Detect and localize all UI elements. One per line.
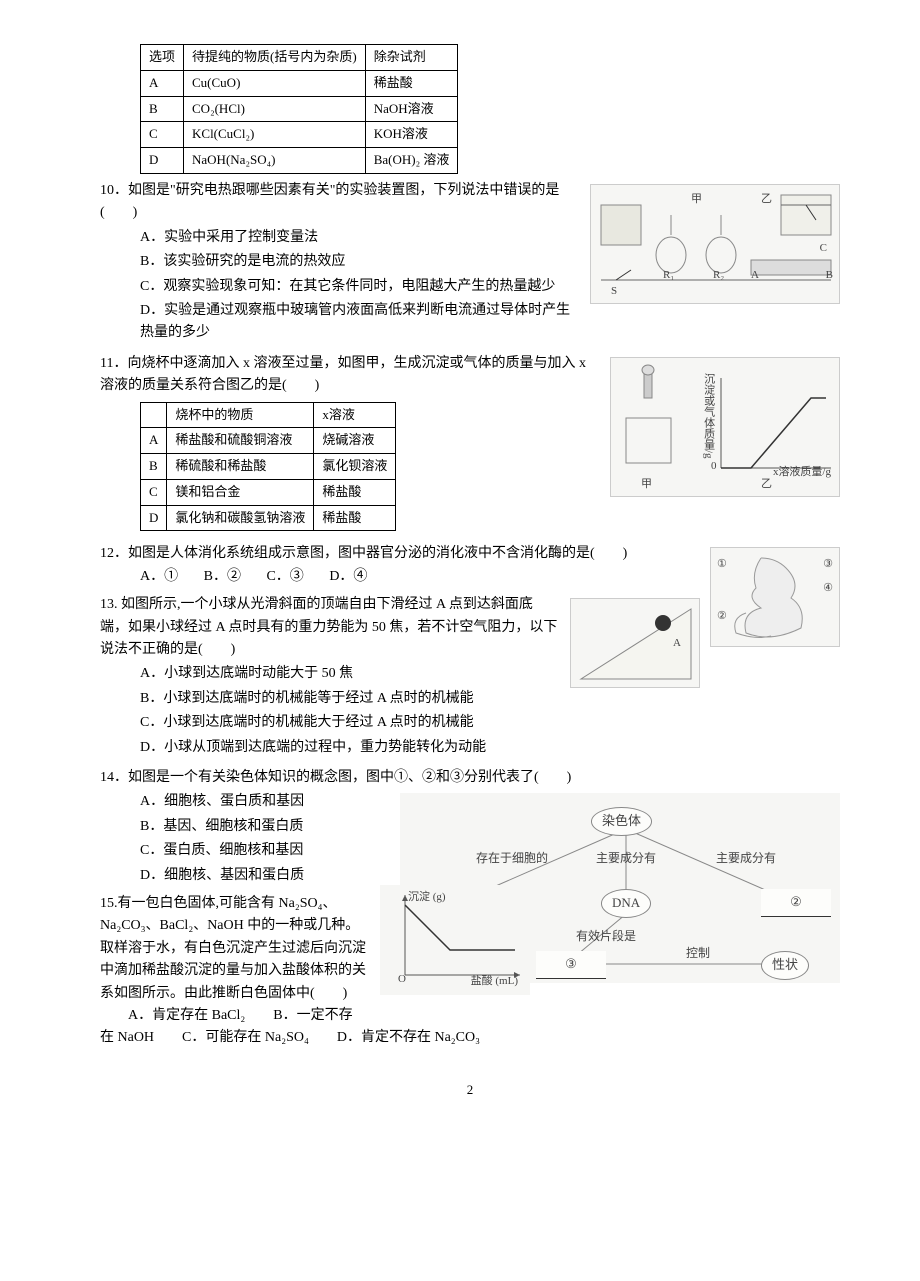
- q13-opt-a: A．小球到达底端时动能大于 50 焦: [140, 663, 840, 685]
- q13-opt-d: D．小球从顶端到达底端的过程中，重力势能转化为动能: [140, 737, 840, 759]
- edge-right: 主要成分有: [716, 849, 776, 868]
- th: x溶液: [314, 402, 396, 428]
- cell: 烧碱溶液: [314, 428, 396, 454]
- q15-figure: 沉淀 (g) 盐酸 (mL) O: [380, 885, 530, 995]
- th: [141, 402, 167, 428]
- cell: A: [141, 428, 167, 454]
- cell: D: [141, 148, 184, 174]
- cell: D: [141, 505, 167, 531]
- cell: B: [141, 96, 184, 122]
- label-B: B: [826, 267, 833, 285]
- node-root: 染色体: [591, 807, 652, 836]
- cell: KCl(CuCl₂): [184, 122, 366, 148]
- ylabel: 沉淀或气体质量/g: [699, 373, 717, 459]
- q13-figure: A: [570, 598, 700, 688]
- cell: KOH溶液: [365, 122, 458, 148]
- l3: ③: [823, 556, 833, 574]
- cell: B: [141, 454, 167, 480]
- label-S: S: [611, 283, 617, 301]
- node-3: ③: [536, 951, 606, 979]
- label-A: A: [673, 635, 681, 653]
- table-q11: 烧杯中的物质 x溶液 A稀盐酸和硫酸铜溶液烧碱溶液 B稀硫酸和稀盐酸氯化钡溶液 …: [140, 402, 396, 532]
- ylabel: 沉淀 (g): [408, 889, 446, 907]
- q12-opt-b: B．②: [204, 569, 241, 584]
- q13-opt-b: B．小球到达底端时的机械能等于经过 A 点时的机械能: [140, 688, 840, 710]
- label-C: C: [820, 240, 827, 258]
- label-yi: 乙: [761, 191, 772, 209]
- cell: A: [141, 70, 184, 96]
- q10: 甲 乙 S R₁ R₂ A B C 10．如图是"研究电热跟哪些因素有关"的实验…: [100, 180, 840, 345]
- th-substance: 待提纯的物质(括号内为杂质): [184, 45, 366, 71]
- edge-left: 存在于细胞的: [476, 849, 548, 868]
- th-reagent: 除杂试剂: [365, 45, 458, 71]
- cell: 氯化钠和碳酸氢钠溶液: [167, 505, 314, 531]
- th-opt: 选项: [141, 45, 184, 71]
- node-2: ②: [761, 889, 831, 917]
- xlabel: x溶液质量/g: [773, 464, 831, 482]
- cell: 稀盐酸: [314, 479, 396, 505]
- table-q9: 选项 待提纯的物质(括号内为杂质) 除杂试剂 A Cu(CuO) 稀盐酸 B C…: [140, 44, 458, 174]
- q11-figure: 沉淀或气体质量/g 0 x溶液质量/g 甲 乙: [610, 357, 840, 497]
- cell: C: [141, 479, 167, 505]
- cell: NaOH溶液: [365, 96, 458, 122]
- label-yi: 乙: [761, 476, 772, 494]
- label-jia: 甲: [691, 191, 702, 209]
- cell: C: [141, 122, 184, 148]
- page-number: 2: [100, 1080, 840, 1101]
- xlabel: 盐酸 (mL): [471, 973, 518, 991]
- cell: CO₂(HCl): [184, 96, 366, 122]
- q12-figure: ① ② ③ ④: [710, 547, 840, 647]
- cell: 稀硫酸和稀盐酸: [167, 454, 314, 480]
- q11: 沉淀或气体质量/g 0 x溶液质量/g 甲 乙 11．向烧杯中逐滴加入 x 溶液…: [100, 353, 840, 532]
- q15-stem: 15.有一包白色固体,可能含有 Na₂SO₄、Na₂CO₃、BaCl₂、NaOH…: [100, 893, 370, 1005]
- label-jia: 甲: [641, 476, 652, 494]
- q10-figure: 甲 乙 S R₁ R₂ A B C: [590, 184, 840, 304]
- edge-frag: 有效片段是: [576, 927, 636, 946]
- q10-opt-d: D．实验是通过观察瓶中玻璃管内液面高低来判断电流通过导体时产生热量的多少: [140, 300, 840, 345]
- q12: ① ② ③ ④ 12．如图是人体消化系统组成示意图，图中器官分泌的消化液中不含消…: [100, 543, 840, 588]
- q12-opt-d: D．④: [329, 569, 367, 584]
- cell: 氯化钡溶液: [314, 454, 396, 480]
- q12-opt-a: A．①: [140, 569, 178, 584]
- q13-opt-c: C．小球到达底端时的机械能大于经过 A 点时的机械能: [140, 712, 840, 734]
- q15-opts-line2: 在 NaOH C．可能存在 Na₂SO₄ D．肯定不存在 Na₂CO₃: [100, 1027, 840, 1049]
- node-trait: 性状: [761, 951, 809, 980]
- cell: 稀盐酸和硫酸铜溶液: [167, 428, 314, 454]
- cell: 稀盐酸: [365, 70, 458, 96]
- cell: 稀盐酸: [314, 505, 396, 531]
- l4: ④: [823, 580, 833, 598]
- label-R1: R₁: [663, 267, 674, 285]
- cell: Ba(OH)₂ 溶液: [365, 148, 458, 174]
- edge-mid: 主要成分有: [596, 849, 656, 868]
- cell: Cu(CuO): [184, 70, 366, 96]
- q14-stem: 14．如图是一个有关染色体知识的概念图，图中①、②和③分别代表了( ): [100, 767, 840, 789]
- q15-opts-line1: A．肯定存在 BaCl₂ B．一定不存: [128, 1008, 353, 1023]
- edge-ctrl: 控制: [686, 944, 710, 963]
- l2: ②: [717, 608, 727, 626]
- q12-opt-c: C．③: [266, 569, 303, 584]
- l1: ①: [717, 556, 727, 574]
- q14: 14．如图是一个有关染色体知识的概念图，图中①、②和③分别代表了( ) 染色体 …: [100, 767, 840, 887]
- cell: NaOH(Na₂SO₄): [184, 148, 366, 174]
- label-A: A: [751, 267, 759, 285]
- O: O: [398, 971, 406, 989]
- label-R2: R₂: [713, 267, 724, 285]
- zero: 0: [711, 458, 717, 476]
- th: 烧杯中的物质: [167, 402, 314, 428]
- cell: 镁和铝合金: [167, 479, 314, 505]
